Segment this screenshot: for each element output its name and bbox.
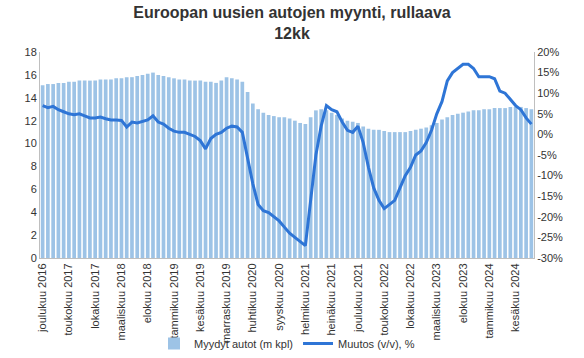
svg-text:huhtikuu 2020: huhtikuu 2020	[246, 263, 258, 332]
svg-text:marraskuu 2019: marraskuu 2019	[220, 263, 232, 343]
svg-text:4: 4	[31, 206, 37, 218]
svg-text:16: 16	[25, 69, 37, 81]
svg-text:12: 12	[25, 115, 37, 127]
svg-text:heinäkuu 2021: heinäkuu 2021	[325, 263, 337, 335]
svg-text:-30%: -30%	[537, 252, 563, 264]
svg-text:kesäkuu 2024: kesäkuu 2024	[509, 263, 521, 332]
svg-text:toukokuu 2022: toukokuu 2022	[378, 263, 390, 335]
svg-text:toukokuu 2017: toukokuu 2017	[62, 263, 74, 335]
svg-text:20%: 20%	[537, 46, 559, 58]
svg-text:0%: 0%	[537, 128, 553, 140]
svg-text:elokuu 2023: elokuu 2023	[457, 263, 469, 323]
svg-text:-15%: -15%	[537, 190, 563, 202]
svg-text:18: 18	[25, 46, 37, 58]
svg-text:lokakuu 2022: lokakuu 2022	[404, 263, 416, 328]
svg-text:-5%: -5%	[537, 149, 557, 161]
svg-text:elokuu 2018: elokuu 2018	[141, 263, 153, 323]
svg-text:helmikuu 2021: helmikuu 2021	[299, 263, 311, 335]
svg-text:-25%: -25%	[537, 231, 563, 243]
svg-text:kesäkuu 2019: kesäkuu 2019	[194, 263, 206, 332]
svg-text:-20%: -20%	[537, 211, 563, 223]
svg-text:2: 2	[31, 229, 37, 241]
svg-text:joulukuu 2021: joulukuu 2021	[352, 263, 364, 333]
svg-text:tammikuu 2019: tammikuu 2019	[168, 263, 180, 338]
svg-text:8: 8	[31, 160, 37, 172]
svg-text:-10%: -10%	[537, 169, 563, 181]
svg-text:tammikuu 2024: tammikuu 2024	[483, 263, 495, 338]
svg-text:Euroopan uusien autojen myynti: Euroopan uusien autojen myynti, rullaava…	[133, 4, 451, 42]
svg-text:10: 10	[25, 137, 37, 149]
svg-text:6: 6	[31, 183, 37, 195]
svg-text:maaliskuu 2018: maaliskuu 2018	[115, 263, 127, 340]
svg-text:maaliskuu 2023: maaliskuu 2023	[430, 263, 442, 340]
svg-text:15%: 15%	[537, 66, 559, 78]
svg-text:10%: 10%	[537, 87, 559, 99]
svg-text:syyskuu 2020: syyskuu 2020	[273, 263, 285, 330]
svg-text:0: 0	[31, 252, 37, 264]
svg-text:joulukuu 2016: joulukuu 2016	[36, 263, 48, 333]
svg-text:Myydyt autot (m kpl): Myydyt autot (m kpl)	[194, 338, 293, 350]
svg-text:14: 14	[25, 92, 37, 104]
svg-text:5%: 5%	[537, 108, 553, 120]
svg-text:Muutos (v/v), %: Muutos (v/v), %	[338, 338, 415, 350]
svg-text:lokakuu 2017: lokakuu 2017	[89, 263, 101, 328]
